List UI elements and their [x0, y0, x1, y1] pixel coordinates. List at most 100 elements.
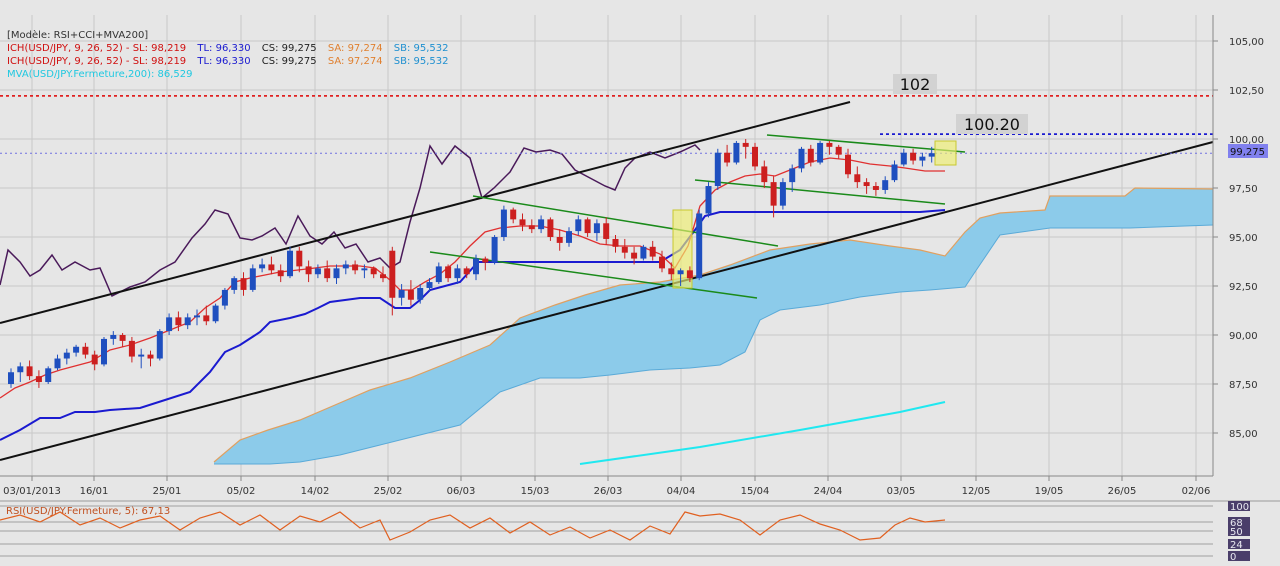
x-tick-label: 06/03 — [447, 486, 476, 497]
candle-body — [473, 258, 479, 275]
candle-body — [268, 264, 275, 271]
y-tick-label: 95,00 — [1229, 233, 1258, 244]
kijun-sen — [0, 209, 946, 441]
senkou-span-a — [213, 187, 1214, 463]
label-102: 102 — [900, 75, 931, 94]
rsi-tick-box — [1228, 551, 1250, 561]
candle-body — [45, 368, 52, 383]
candle-body — [138, 354, 145, 357]
candle-body — [584, 219, 591, 234]
channel-upper-line — [0, 101, 851, 324]
candle-body — [779, 182, 786, 206]
legend-model: [Modèle: RSI+CCI+MVA200] — [7, 29, 148, 41]
rsi-tick-box — [1228, 501, 1250, 511]
candle-body — [500, 209, 507, 237]
candle-body — [519, 219, 526, 226]
candle-body — [407, 289, 414, 300]
x-tick-label: 03/05 — [887, 486, 916, 497]
label-100-20: 100.20 — [964, 115, 1020, 134]
legend-ich-1-prefix: ICH(USD/JPY, 9, 26, 52) - SL: 98,219 — [7, 43, 186, 54]
candle-body — [770, 182, 777, 206]
candle-body — [482, 258, 489, 263]
candle-body — [835, 146, 842, 155]
x-tick-label: 26/03 — [594, 486, 623, 497]
candle-body — [631, 252, 638, 259]
candle-body — [566, 231, 572, 243]
rsi-tick-label: 68 — [1230, 518, 1243, 529]
candle-body — [203, 315, 210, 322]
candle-body — [928, 153, 935, 157]
x-tick-label: 24/04 — [814, 486, 843, 497]
candle-body — [752, 146, 758, 167]
legend-ich-1-sa: SA: 97,274 — [328, 43, 383, 54]
candle-body — [82, 346, 89, 355]
current-price-label: 99,275 — [1230, 147, 1265, 158]
flag-lower-line-2 — [694, 179, 946, 205]
candle-body — [110, 335, 117, 339]
x-tick-label: 12/05 — [962, 486, 991, 497]
candle-body — [826, 142, 833, 147]
candle-body — [361, 268, 368, 271]
candle-body — [175, 317, 182, 326]
rsi-tick-box — [1228, 526, 1250, 536]
grid — [0, 15, 1213, 476]
candle-body — [240, 278, 247, 290]
rsi-tick-box — [1228, 517, 1250, 527]
candle-body — [333, 268, 340, 279]
chikou-span — [0, 144, 701, 298]
candle-body — [389, 250, 396, 298]
highlight-current-box — [934, 140, 957, 166]
current-price-tag — [1228, 144, 1268, 158]
candle-body — [761, 166, 768, 183]
candle-body — [54, 358, 61, 369]
candle-body — [63, 352, 70, 359]
rsi-line — [0, 511, 946, 541]
legend-ich-1: ICH(USD/JPY, 9, 26, 52) - SL: 98,219 TL:… — [7, 43, 449, 54]
rsi-panel-label: RSI(USD/JPY.Fermeture, 5): 67,13 — [6, 506, 170, 517]
candles — [8, 139, 935, 388]
candle-body — [17, 366, 24, 373]
candle-body — [426, 282, 433, 288]
candle-body — [91, 354, 98, 365]
candle-body — [101, 338, 107, 365]
candle-body — [612, 238, 619, 247]
legend-ich-1-sb: SB: 95,532 — [394, 43, 449, 54]
candle-body — [910, 152, 917, 161]
candle-body — [603, 223, 610, 239]
candle-body — [863, 182, 870, 187]
candle-body — [528, 225, 535, 230]
candle-body — [435, 266, 442, 283]
candle-body — [882, 180, 889, 190]
candle-body — [798, 148, 805, 169]
rsi-tick-label: 24 — [1230, 540, 1243, 551]
highlight-breakout-box — [672, 209, 693, 289]
candle-body — [891, 164, 898, 181]
x-tick-label: 14/02 — [301, 486, 330, 497]
candle-body — [872, 186, 879, 190]
ichimoku-cloud — [213, 187, 1214, 465]
legend-ich-2-prefix: ICH(USD/JPY, 9, 26, 52) - SL: 98,219 — [7, 56, 186, 67]
candle-body — [26, 366, 33, 377]
x-tick-label: 15/03 — [521, 486, 550, 497]
rsi-tick-box — [1228, 539, 1250, 549]
candle-body — [547, 219, 554, 237]
x-tick-label: 25/02 — [374, 486, 403, 497]
x-tick-label: 16/01 — [80, 486, 109, 497]
candle-body — [370, 268, 377, 275]
y-tick-label: 102,50 — [1229, 86, 1264, 97]
candle-body — [147, 354, 154, 359]
rsi-tick-label: 0 — [1230, 552, 1236, 562]
candle-body — [854, 174, 861, 183]
candle-body — [324, 268, 331, 279]
flag-upper-line-1 — [472, 195, 779, 247]
y-axis: 105,00 102,50 100,00 97,50 95,00 92,50 90,00 87… — [1212, 15, 1280, 476]
y-tick-label: 85,00 — [1229, 429, 1258, 440]
candle-body — [221, 289, 228, 306]
candle-body — [380, 274, 386, 279]
candle-body — [454, 268, 461, 279]
x-axis: 03/01/2013 16/01 25/01 05/02 14/02 25/02 06/03… — [0, 475, 1213, 497]
candle-body — [733, 142, 740, 163]
candle-body — [845, 154, 851, 175]
